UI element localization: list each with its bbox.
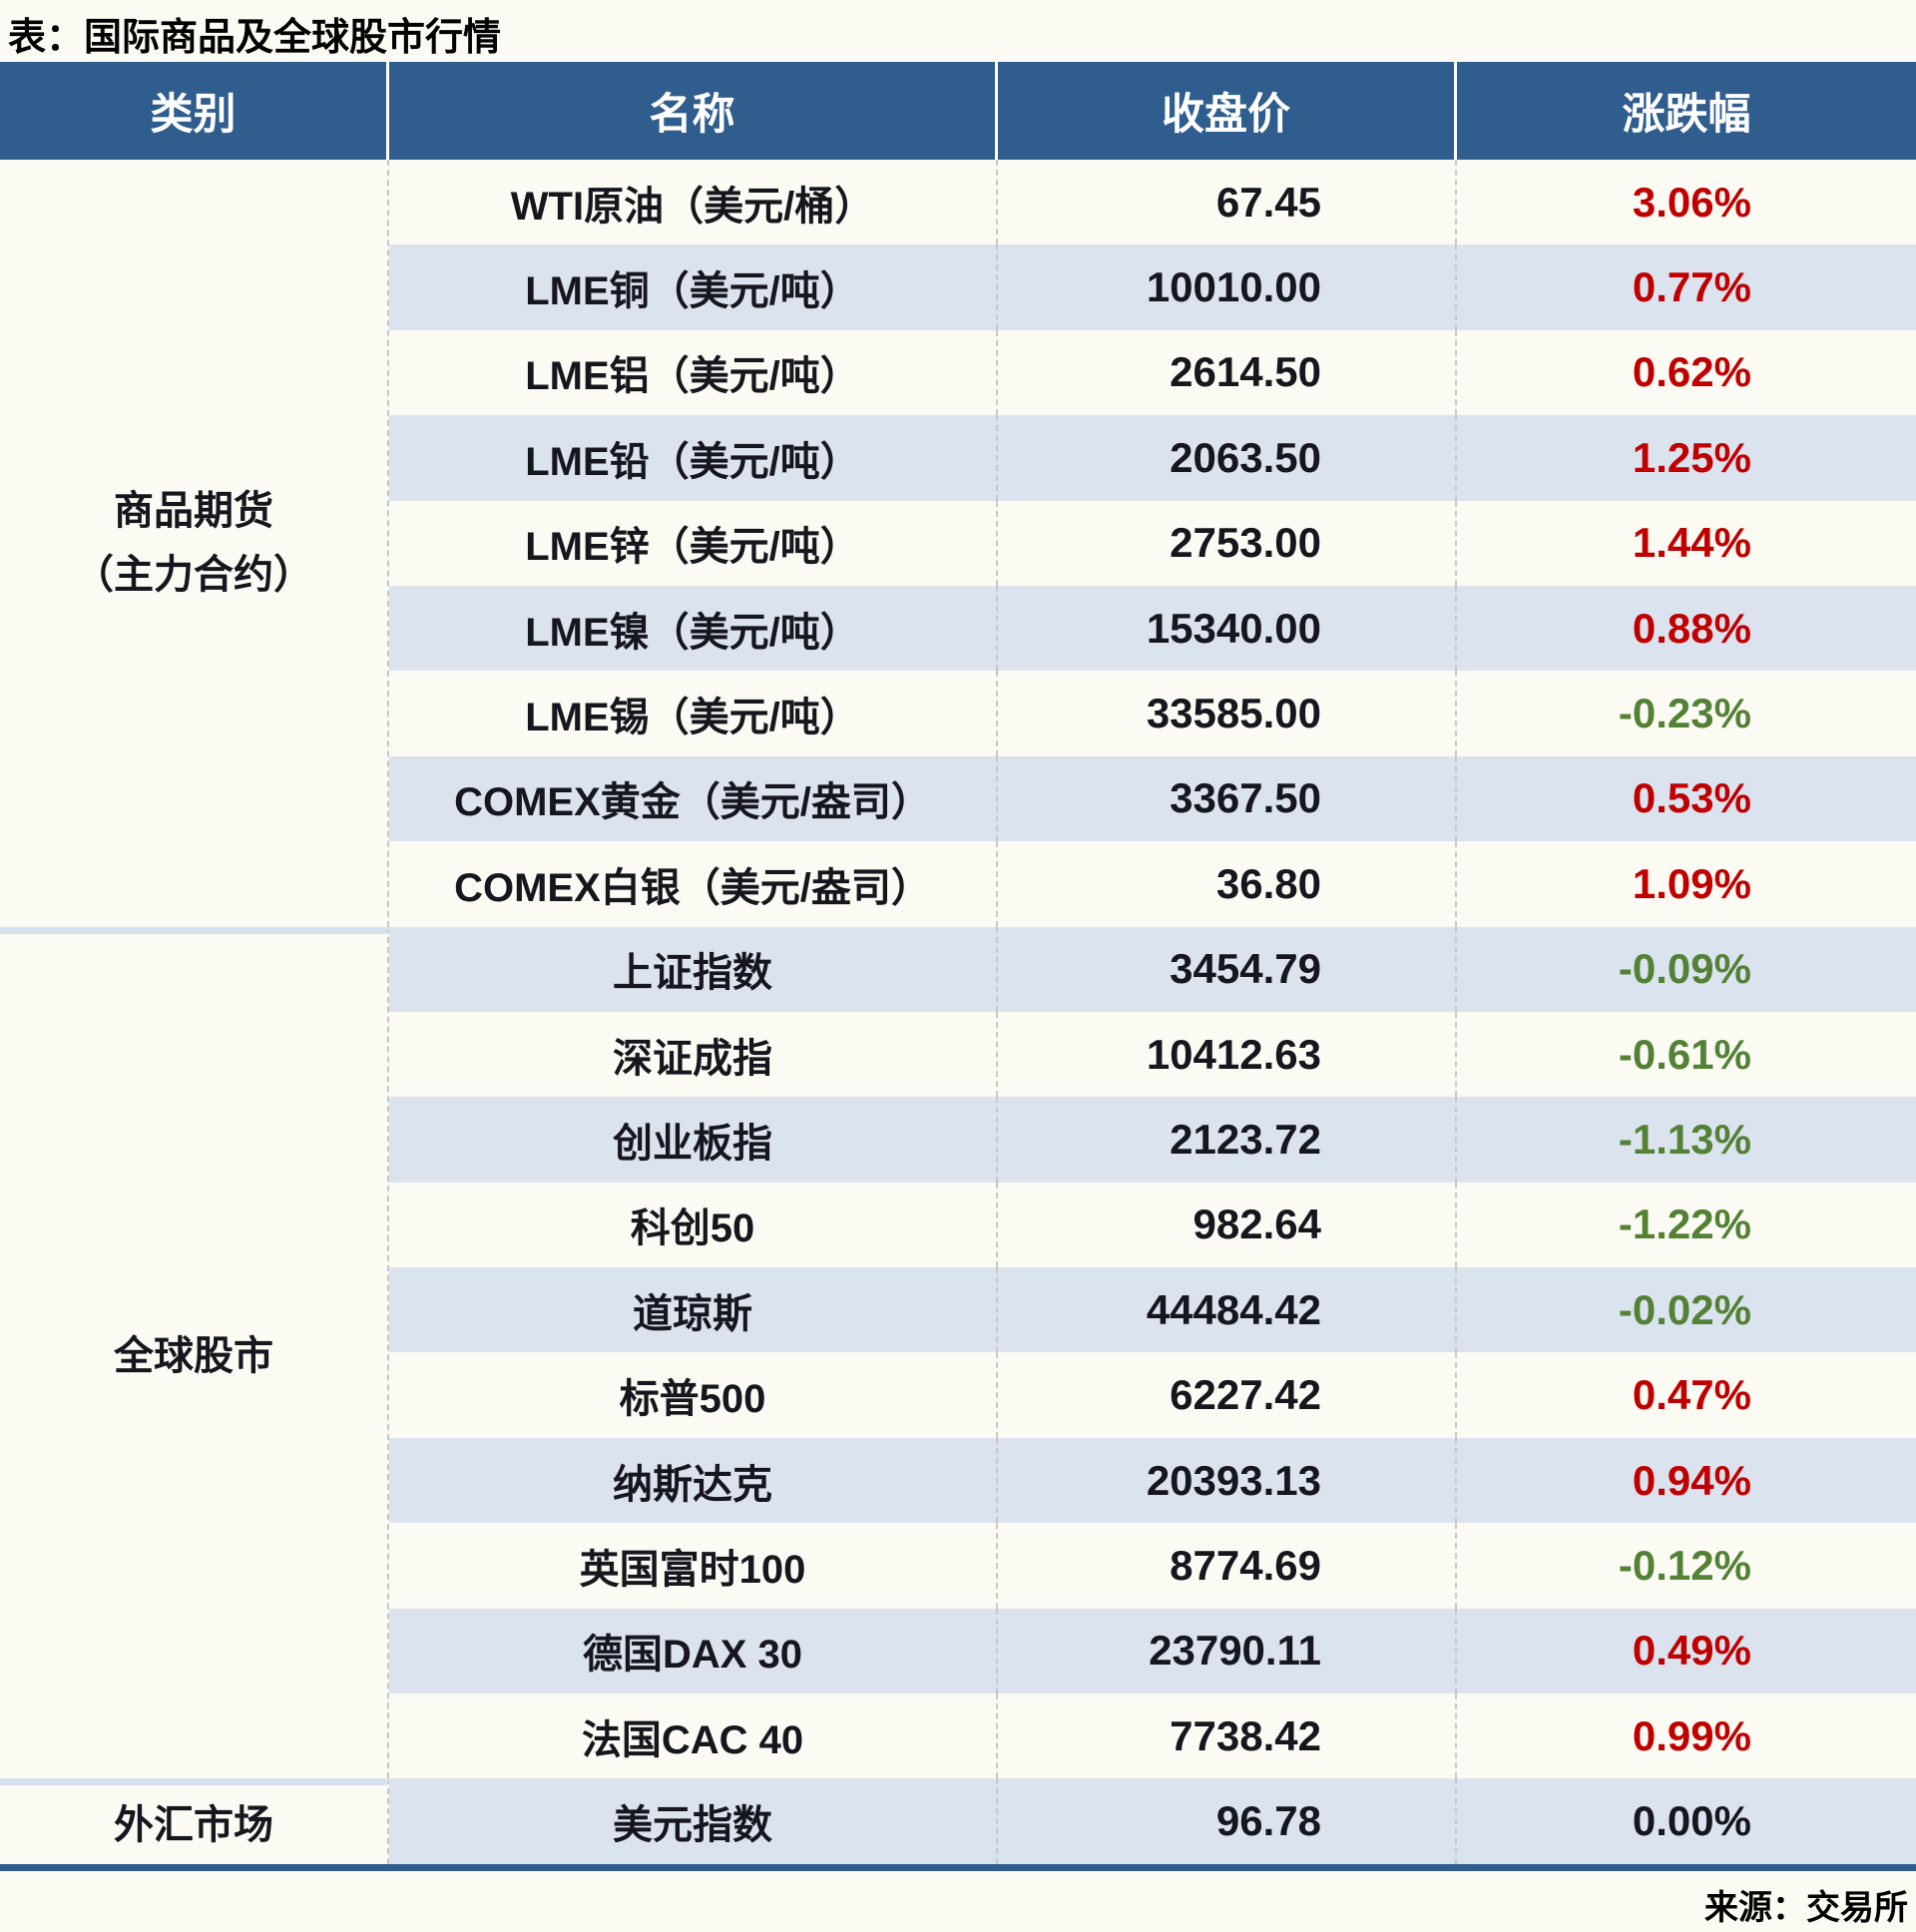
header-change: 涨跌幅	[1457, 62, 1916, 160]
name-cell: LME铜（美元/吨）	[389, 244, 998, 330]
close-price-cell: 10010.00	[998, 244, 1457, 330]
change-cell: 0.49%	[1457, 1608, 1916, 1694]
close-price-cell: 2753.00	[998, 500, 1457, 586]
close-price-cell: 3367.50	[998, 755, 1457, 842]
change-cell: -0.61%	[1618, 1030, 1751, 1078]
close-price-cell: 20393.13	[998, 1437, 1457, 1524]
close-price-cell: 3454.79	[998, 926, 1457, 1012]
table-title: 表：国际商品及全球股市行情	[8, 17, 502, 59]
change-cell: -1.13%	[1457, 1097, 1916, 1183]
change-cell: 3.06%	[1632, 178, 1751, 226]
change-cell: 1.44%	[1632, 519, 1751, 567]
source-label: 来源：交易所	[1704, 1889, 1908, 1927]
close-price-cell: 2123.72	[998, 1097, 1457, 1183]
name-cell: LME铝（美元/吨）	[389, 329, 998, 416]
name-cell: 纳斯达克	[389, 1437, 998, 1524]
close-price-cell: 36.80	[998, 841, 1457, 927]
name-cell: 深证成指	[389, 1011, 998, 1098]
header-category: 类别	[0, 62, 389, 160]
header-close-price: 收盘价	[998, 62, 1457, 160]
close-price-cell: 982.64	[998, 1182, 1457, 1268]
name-cell: 创业板指	[389, 1097, 998, 1183]
market-table: 类别 名称 收盘价 涨跌幅 商品期货 （主力合约） WTI原油（美元/桶） 67.4…	[0, 62, 1916, 1864]
close-price-cell: 2063.50	[998, 415, 1457, 501]
change-cell: -0.02%	[1457, 1267, 1916, 1353]
close-price-cell: 67.45	[998, 160, 1457, 245]
name-cell: LME锡（美元/吨）	[389, 671, 998, 756]
change-cell: -0.23%	[1618, 690, 1751, 737]
name-cell: COMEX黄金（美元/盎司）	[389, 755, 998, 842]
close-price-cell: 96.78	[998, 1778, 1457, 1864]
close-price-cell: 7738.42	[998, 1693, 1457, 1779]
close-price-cell: 15340.00	[998, 585, 1457, 672]
close-price-cell: 44484.42	[998, 1267, 1457, 1353]
change-cell: 1.09%	[1632, 859, 1751, 907]
name-cell: 标普500	[389, 1352, 998, 1438]
close-price-cell: 10412.63	[998, 1011, 1457, 1098]
change-cell: 0.88%	[1457, 585, 1916, 672]
change-cell: 0.53%	[1457, 755, 1916, 842]
header-name: 名称	[389, 62, 998, 160]
name-cell: LME铅（美元/吨）	[389, 415, 998, 501]
close-price-cell: 23790.11	[998, 1608, 1457, 1694]
category-cell: 全球股市	[0, 926, 389, 1779]
name-cell: 法国CAC 40	[389, 1693, 998, 1779]
close-price-cell: 8774.69	[998, 1523, 1457, 1609]
category-cell: 外汇市场	[0, 1778, 389, 1864]
change-cell: 0.94%	[1457, 1437, 1916, 1524]
name-cell: 科创50	[389, 1182, 998, 1268]
change-cell: 0.47%	[1632, 1371, 1751, 1419]
table-bottom-border	[0, 1864, 1916, 1871]
change-cell: 0.77%	[1457, 244, 1916, 330]
change-cell: 1.25%	[1457, 415, 1916, 501]
name-cell: WTI原油（美元/桶）	[389, 160, 998, 245]
change-cell: -0.12%	[1618, 1541, 1751, 1589]
close-price-cell: 2614.50	[998, 329, 1457, 416]
name-cell: LME锌（美元/吨）	[389, 500, 998, 586]
name-cell: 英国富时100	[389, 1523, 998, 1609]
close-price-cell: 6227.42	[998, 1352, 1457, 1438]
name-cell: 美元指数	[389, 1778, 998, 1864]
name-cell: 德国DAX 30	[389, 1608, 998, 1694]
category-cell: 商品期货 （主力合约）	[0, 160, 389, 927]
name-cell: LME镍（美元/吨）	[389, 585, 998, 672]
change-cell: 0.62%	[1632, 348, 1751, 396]
close-price-cell: 33585.00	[998, 671, 1457, 756]
name-cell: COMEX白银（美元/盎司）	[389, 841, 998, 927]
name-cell: 道琼斯	[389, 1267, 998, 1353]
name-cell: 上证指数	[389, 926, 998, 1012]
change-cell: 0.00%	[1457, 1778, 1916, 1864]
change-cell: 0.99%	[1632, 1711, 1751, 1759]
change-cell: -1.22%	[1618, 1201, 1751, 1248]
change-cell: -0.09%	[1457, 926, 1916, 1012]
